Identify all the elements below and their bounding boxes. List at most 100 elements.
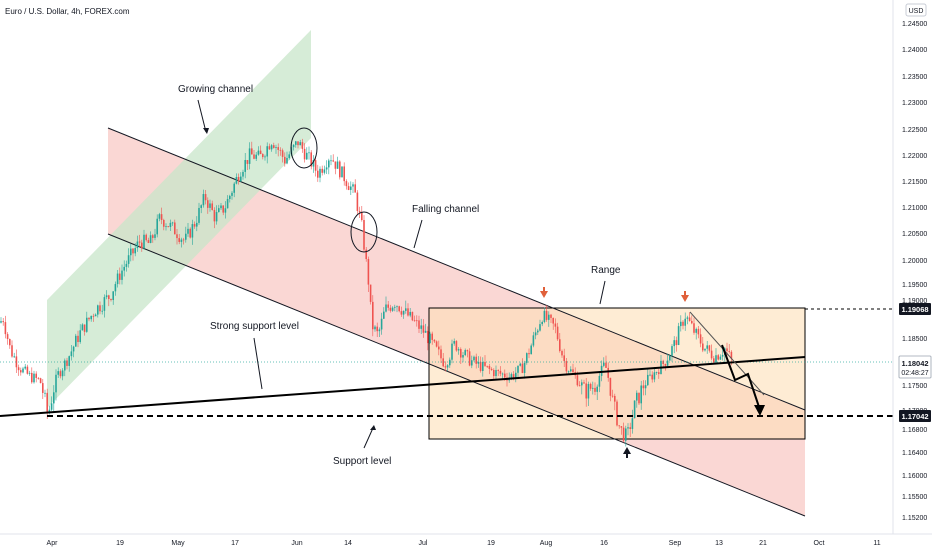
candle <box>631 409 634 434</box>
candle <box>627 423 629 436</box>
candle <box>356 190 359 215</box>
currency-box <box>905 3 927 17</box>
current-price-badge <box>898 355 932 379</box>
candle <box>345 179 348 190</box>
breakout-circle-upper <box>290 127 318 169</box>
candle <box>545 305 548 322</box>
candle <box>427 326 429 351</box>
candle <box>235 173 238 185</box>
candle <box>308 146 310 160</box>
candle <box>438 340 440 356</box>
time-tick-label: 17 <box>231 540 239 547</box>
candle <box>611 389 614 398</box>
candle <box>543 307 546 324</box>
candle <box>389 304 392 313</box>
black-up-arrow <box>623 447 631 454</box>
candle <box>31 367 33 384</box>
candle <box>297 141 299 149</box>
candle <box>127 248 130 268</box>
candle <box>655 371 658 375</box>
candle <box>312 155 315 173</box>
candle <box>108 294 110 307</box>
price-tick-label: 1.19500 <box>902 282 927 289</box>
candle <box>550 313 552 323</box>
candle <box>178 234 180 245</box>
candle <box>218 204 220 213</box>
candle <box>691 315 693 325</box>
candle <box>671 344 673 362</box>
candle <box>119 267 121 285</box>
candle <box>165 223 167 231</box>
candle <box>222 205 224 216</box>
price-tick-label: 1.23500 <box>902 74 927 81</box>
candle <box>572 363 574 373</box>
candle <box>383 307 385 320</box>
range-top-badge <box>899 303 931 315</box>
candle <box>728 343 730 354</box>
candle <box>530 343 532 355</box>
candle <box>295 140 297 148</box>
price-tick-label: 1.20000 <box>902 258 927 265</box>
candle <box>332 154 334 163</box>
candle <box>677 322 680 346</box>
candle <box>286 151 288 165</box>
projection-thin-line <box>689 311 765 396</box>
candle <box>314 157 317 177</box>
candle <box>396 305 398 313</box>
candle <box>94 313 97 317</box>
candle <box>609 377 612 402</box>
candle <box>215 205 218 225</box>
candle <box>541 320 543 327</box>
label-strong-support: Strong support level <box>210 321 299 332</box>
countdown-text: 02:48:27 <box>901 370 928 377</box>
candle <box>697 326 700 339</box>
price-tick-label: 1.21500 <box>902 179 927 186</box>
candle <box>200 204 202 214</box>
candle <box>451 339 453 364</box>
candle <box>259 145 262 155</box>
candle <box>497 369 499 376</box>
candle <box>207 197 209 214</box>
price-tick-label: 1.22000 <box>902 153 927 160</box>
candle <box>669 354 671 361</box>
candle <box>319 166 321 183</box>
candle <box>64 358 66 377</box>
candle <box>369 284 372 305</box>
falling-channel-upper-line <box>107 127 806 411</box>
candle <box>394 304 396 312</box>
candle <box>402 310 405 319</box>
candle <box>686 315 689 325</box>
candle <box>658 368 660 379</box>
candle <box>97 304 99 318</box>
candle <box>176 228 178 245</box>
candle <box>154 228 156 241</box>
time-tick-label: Oct <box>814 540 825 547</box>
price-tick-label: 1.18500 <box>902 336 927 343</box>
candle <box>411 311 414 322</box>
candle <box>169 219 172 232</box>
candle <box>479 356 482 373</box>
candle <box>409 308 411 318</box>
candle <box>125 260 128 272</box>
candle <box>229 194 231 203</box>
time-tick-label: 21 <box>759 540 767 547</box>
candle <box>61 368 64 381</box>
candle <box>649 370 651 377</box>
candles-layer <box>0 138 733 447</box>
candle <box>92 313 95 322</box>
price-tick-label: 1.15200 <box>902 515 927 522</box>
time-tick-label: 19 <box>116 540 124 547</box>
candle <box>103 294 106 318</box>
price-tick-label: 1.22500 <box>902 127 927 134</box>
candle <box>466 349 469 358</box>
candle <box>264 154 266 161</box>
candle <box>622 422 625 443</box>
candle <box>556 322 559 341</box>
candle <box>629 422 631 437</box>
candle <box>592 381 594 395</box>
candle <box>519 362 521 367</box>
candle <box>99 301 101 315</box>
price-tick-label: 1.15500 <box>902 494 927 501</box>
candle <box>429 331 431 344</box>
